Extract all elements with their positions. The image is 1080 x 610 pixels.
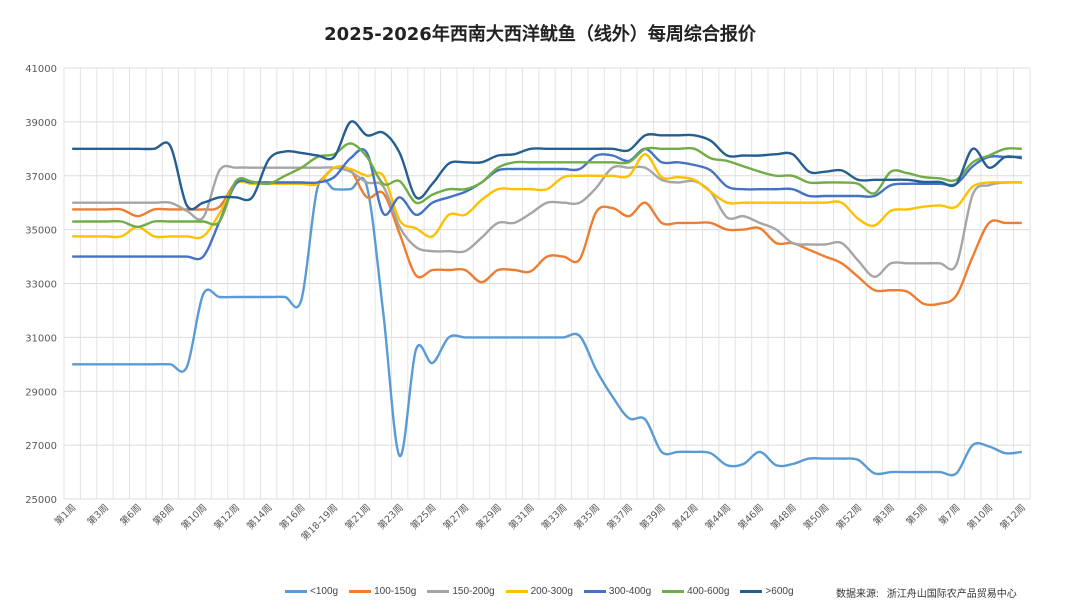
legend-label: 400-600g bbox=[687, 586, 730, 597]
line-chart: 25000 27000 29000 31000 33000 35000 37000 39000… bbox=[25, 64, 1031, 543]
x-tick-label: 第21周 bbox=[343, 502, 373, 532]
chart-title: 2025-2026年西南大西洋鱿鱼（线外）每周综合报价 bbox=[324, 24, 756, 45]
series-line-4 bbox=[72, 147, 1022, 261]
x-tick-label: 第48周 bbox=[768, 502, 798, 532]
y-tick-label: 37000 bbox=[25, 172, 57, 183]
x-tick-label: 第42周 bbox=[670, 502, 700, 532]
legend-swatch bbox=[349, 590, 372, 593]
legend-item: 100-150g bbox=[349, 586, 416, 597]
x-tick-label: 第46周 bbox=[735, 502, 765, 532]
legend-label: 300-400g bbox=[608, 586, 652, 597]
x-tick-label: 第6周 bbox=[118, 502, 144, 528]
y-axis-ticks: 25000 27000 29000 31000 33000 35000 37000 39000… bbox=[25, 64, 57, 506]
legend-label: 200-300g bbox=[530, 586, 573, 597]
x-tick-label: 第10周 bbox=[179, 502, 209, 532]
x-tick-label: 第39周 bbox=[637, 502, 667, 532]
x-tick-label: 第52周 bbox=[834, 502, 864, 532]
x-tick-label: 第29周 bbox=[474, 502, 504, 532]
x-tick-label: 第44周 bbox=[703, 502, 733, 532]
legend-swatch bbox=[662, 590, 685, 593]
x-tick-label: 第8周 bbox=[150, 502, 176, 528]
legend-swatch bbox=[583, 590, 606, 593]
legend-item: <100g bbox=[285, 586, 338, 597]
y-tick-label: 39000 bbox=[25, 118, 57, 129]
x-tick-label: 第12周 bbox=[997, 502, 1027, 532]
legend-label: <100g bbox=[310, 586, 339, 597]
x-tick-label: 第3周 bbox=[871, 502, 897, 528]
x-tick-label: 第3周 bbox=[85, 502, 111, 528]
x-tick-label: 第23周 bbox=[375, 502, 405, 532]
y-tick-label: 29000 bbox=[25, 387, 57, 398]
y-tick-label: 27000 bbox=[25, 441, 57, 452]
legend-label: >600g bbox=[765, 586, 794, 597]
legend-label: 100-150g bbox=[374, 586, 417, 597]
legend-swatch bbox=[427, 590, 450, 593]
legend-item: >600g bbox=[740, 586, 794, 597]
x-tick-label: 第35周 bbox=[572, 502, 602, 532]
y-tick-label: 25000 bbox=[25, 495, 57, 506]
series-lines bbox=[72, 120, 1022, 477]
legend-swatch bbox=[505, 590, 528, 593]
x-axis-ticks: 第1周 第3周 第6周 第8周 第10周 第12周 第14周 第16周第18-19周 第21周第… bbox=[52, 502, 1028, 543]
x-tick-label: 第12周 bbox=[212, 502, 242, 532]
y-tick-label: 33000 bbox=[25, 280, 57, 291]
x-tick-label: 第50周 bbox=[801, 502, 831, 532]
x-tick-label: 第33周 bbox=[539, 502, 569, 532]
source-label: 数据来源: bbox=[836, 589, 879, 600]
legend-swatch bbox=[740, 590, 763, 593]
legend-swatch bbox=[285, 590, 307, 593]
y-tick-label: 31000 bbox=[25, 333, 57, 344]
y-tick-label: 41000 bbox=[25, 64, 57, 75]
x-tick-label: 第25周 bbox=[408, 502, 438, 532]
x-tick-label: 第31周 bbox=[506, 502, 536, 532]
series-line-0 bbox=[72, 176, 1022, 477]
series-line-5 bbox=[72, 142, 1022, 229]
x-tick-label: 第16周 bbox=[277, 502, 307, 532]
legend-item: 200-300g bbox=[505, 586, 573, 597]
series-line-2 bbox=[72, 164, 1022, 278]
legend: <100g 100-150g 150-200g 200-300g 300-400g 400… bbox=[285, 586, 805, 597]
x-tick-label: 第14周 bbox=[244, 502, 274, 532]
source-value: 浙江舟山国际农产品贸易中心 bbox=[886, 589, 1017, 600]
x-tick-label: 第27周 bbox=[441, 502, 471, 532]
legend-label: 150-200g bbox=[452, 586, 495, 597]
x-tick-label: 第5周 bbox=[904, 502, 930, 528]
y-tick-label: 35000 bbox=[25, 226, 57, 237]
series-line-6 bbox=[72, 120, 1022, 211]
legend-item: 150-200g bbox=[427, 586, 495, 597]
legend-item: 400-600g bbox=[662, 586, 729, 597]
gridlines bbox=[63, 67, 1031, 500]
x-tick-label: 第7周 bbox=[936, 502, 962, 528]
legend-item: 300-400g bbox=[583, 586, 652, 597]
x-tick-label: 第10周 bbox=[965, 502, 995, 532]
data-source: 数据来源: 浙江舟山国际农产品贸易中心 bbox=[836, 585, 1025, 600]
x-tick-label: 第37周 bbox=[605, 502, 635, 532]
